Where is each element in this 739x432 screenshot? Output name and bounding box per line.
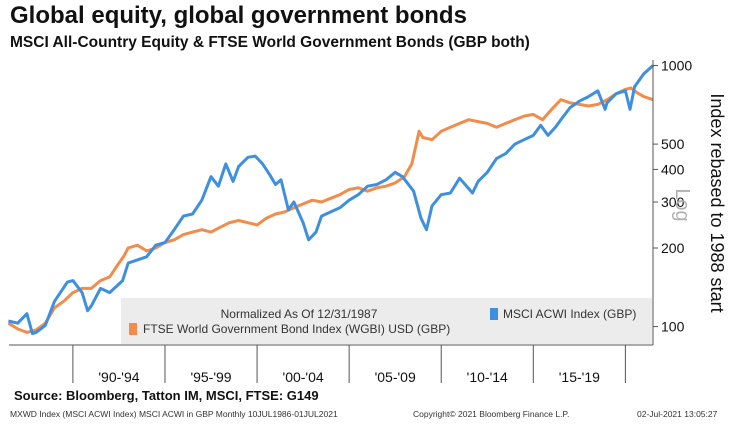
footer-timestamp: 02-Jul-2021 13:05:27 [637,409,718,419]
y-tick-label: 300 [661,194,685,210]
bonds-series-line [7,86,654,334]
legend-label-bonds: FTSE World Government Bond Index (WGBI) … [143,322,450,336]
x-period-label: '95-'99 [190,369,231,385]
source-note: Source: Bloomberg, Tatton IM, MSCI, FTSE… [14,388,319,403]
x-period-label: '05-'09 [375,369,416,385]
chart-subtitle: MSCI All-Country Equity & FTSE World Gov… [10,34,530,51]
legend-label-equity: MSCI ACWI Index (GBP) [503,307,636,321]
y-tick-label: 200 [661,240,685,256]
x-period-label: '15-'19 [559,369,600,385]
equity-series-line [8,64,655,336]
y-tick-label: 1000 [661,58,692,74]
y-tick-label: 400 [661,161,685,177]
footer-copyright: Copyright© 2021 Bloomberg Finance L.P. [413,409,570,419]
scale-label: Log [671,188,693,221]
y-axis-label: Index rebased to 1988 start [707,93,727,312]
x-period-label: '90-'94 [98,369,139,385]
chart-title: Global equity, global government bonds [10,2,467,29]
footer-info: MXWD Index (MSCI ACWI Index) MSCI ACWI i… [10,409,338,419]
y-tick-label: 100 [661,319,685,335]
x-period-label: '10-'14 [467,369,508,385]
y-tick-label: 500 [661,136,685,152]
x-period-label: '00-'04 [283,369,324,385]
legend-swatch-equity [490,308,498,320]
legend-note: Normalized As Of 12/31/1987 [221,307,378,321]
legend-swatch-bonds [129,323,137,335]
legend: Normalized As Of 12/31/1987 MSCI ACWI In… [121,298,652,344]
